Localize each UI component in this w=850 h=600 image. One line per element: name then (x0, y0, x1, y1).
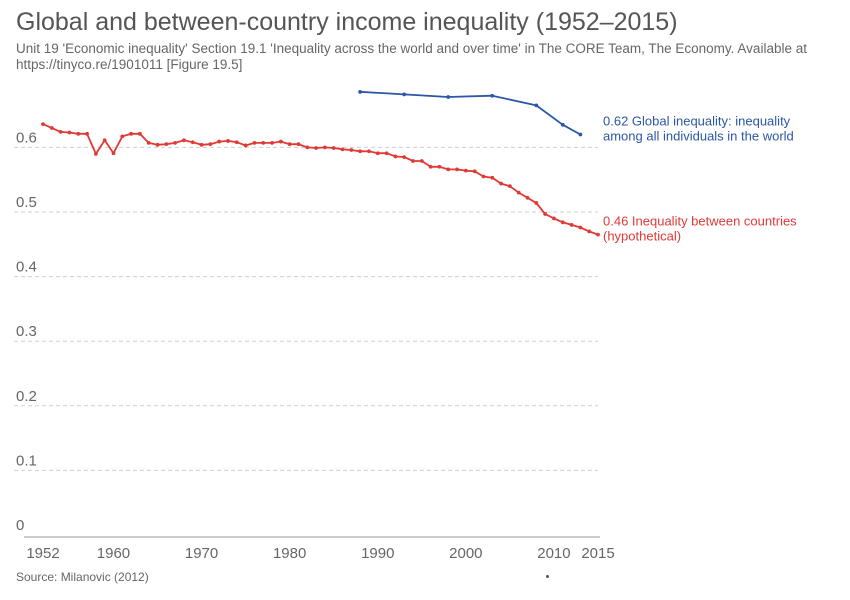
data-point (217, 139, 222, 144)
data-point (138, 131, 142, 136)
data-point (534, 201, 539, 205)
data-point (67, 130, 72, 135)
x-tick-label: 2015 (581, 545, 614, 562)
data-point (76, 131, 81, 136)
data-point (358, 89, 363, 94)
data-point (190, 140, 195, 145)
data-point (375, 151, 380, 156)
data-point (164, 142, 169, 147)
data-point (552, 216, 556, 221)
data-point (596, 232, 600, 237)
data-point (243, 143, 248, 148)
data-point (41, 122, 45, 127)
data-point (261, 140, 266, 145)
x-tick-label: 1990 (361, 545, 394, 562)
data-point (305, 145, 310, 150)
data-point (384, 151, 389, 156)
data-point (146, 140, 151, 145)
data-point (155, 142, 160, 147)
data-point (508, 184, 512, 189)
data-point (49, 126, 54, 130)
series-line-1 (42, 123, 599, 236)
data-point (252, 140, 257, 145)
data-point (499, 181, 503, 186)
data-point (358, 149, 363, 154)
data-point (314, 146, 318, 150)
y-tick-label: 0 (16, 517, 24, 534)
data-point (296, 142, 301, 147)
x-tick-label: 2000 (449, 545, 482, 562)
data-point (490, 175, 495, 180)
data-point (340, 147, 345, 152)
data-point (516, 190, 521, 195)
data-point (226, 139, 230, 143)
y-tick-label: 0.1 (16, 452, 37, 469)
data-point (120, 134, 125, 139)
data-point (287, 142, 292, 147)
data-point (481, 174, 486, 179)
y-tick-label: 0.2 (16, 388, 37, 405)
data-point (402, 92, 407, 97)
x-tick-label: 1980 (273, 545, 306, 562)
data-point (111, 151, 116, 156)
data-point (234, 140, 239, 145)
data-point (490, 93, 495, 98)
x-tick-label: 2010 (537, 545, 570, 562)
x-tick-label: 1970 (185, 545, 218, 562)
data-point (402, 155, 407, 159)
decorative-dot (546, 575, 549, 578)
data-point (455, 167, 459, 172)
data-point (560, 220, 565, 225)
data-point (102, 138, 107, 143)
data-point (208, 142, 213, 147)
x-tick-label: 1960 (97, 545, 130, 562)
series-line-0 (360, 90, 581, 136)
y-tick-label: 0.5 (16, 194, 37, 211)
data-point (270, 140, 274, 145)
series-end-label: among all individuals in the world (603, 128, 794, 143)
data-point (569, 223, 574, 227)
data-point (525, 195, 530, 200)
source-note: Source: Milanovic (2012) (16, 570, 149, 584)
data-point (446, 167, 451, 172)
data-point (367, 149, 371, 154)
data-point (543, 212, 548, 216)
data-point (331, 146, 336, 150)
y-tick-label: 0.3 (16, 323, 37, 340)
data-point (437, 164, 442, 169)
data-point (560, 122, 565, 127)
data-point (323, 145, 327, 150)
series-end-label: (hypothetical) (603, 229, 681, 244)
y-tick-label: 0.6 (16, 129, 37, 146)
data-point (578, 132, 583, 137)
data-point (393, 154, 398, 159)
x-tick-label: 1952 (26, 545, 59, 562)
data-point (578, 225, 583, 230)
data-point (446, 95, 451, 99)
data-point (349, 148, 354, 152)
data-point (534, 103, 539, 108)
data-point (93, 151, 98, 156)
series-end-label: 0.46 Inequality between countries (603, 214, 797, 229)
data-point (199, 142, 204, 147)
data-point (173, 140, 178, 145)
chart-title: Global and between-country income inequa… (16, 8, 678, 36)
data-point (58, 129, 63, 134)
chart-subtitle: Unit 19 'Economic inequality' Section 19… (16, 41, 807, 72)
data-point (278, 139, 283, 144)
data-point (182, 138, 186, 143)
data-point (419, 159, 424, 163)
data-point (472, 169, 477, 174)
data-point (428, 164, 433, 169)
data-point (85, 131, 89, 136)
y-tick-label: 0.4 (16, 259, 37, 276)
data-point (587, 229, 592, 234)
data-point (411, 159, 415, 163)
data-point (463, 168, 468, 173)
data-point (129, 131, 133, 136)
series-end-label: 0.62 Global inequality: inequality (603, 113, 791, 128)
